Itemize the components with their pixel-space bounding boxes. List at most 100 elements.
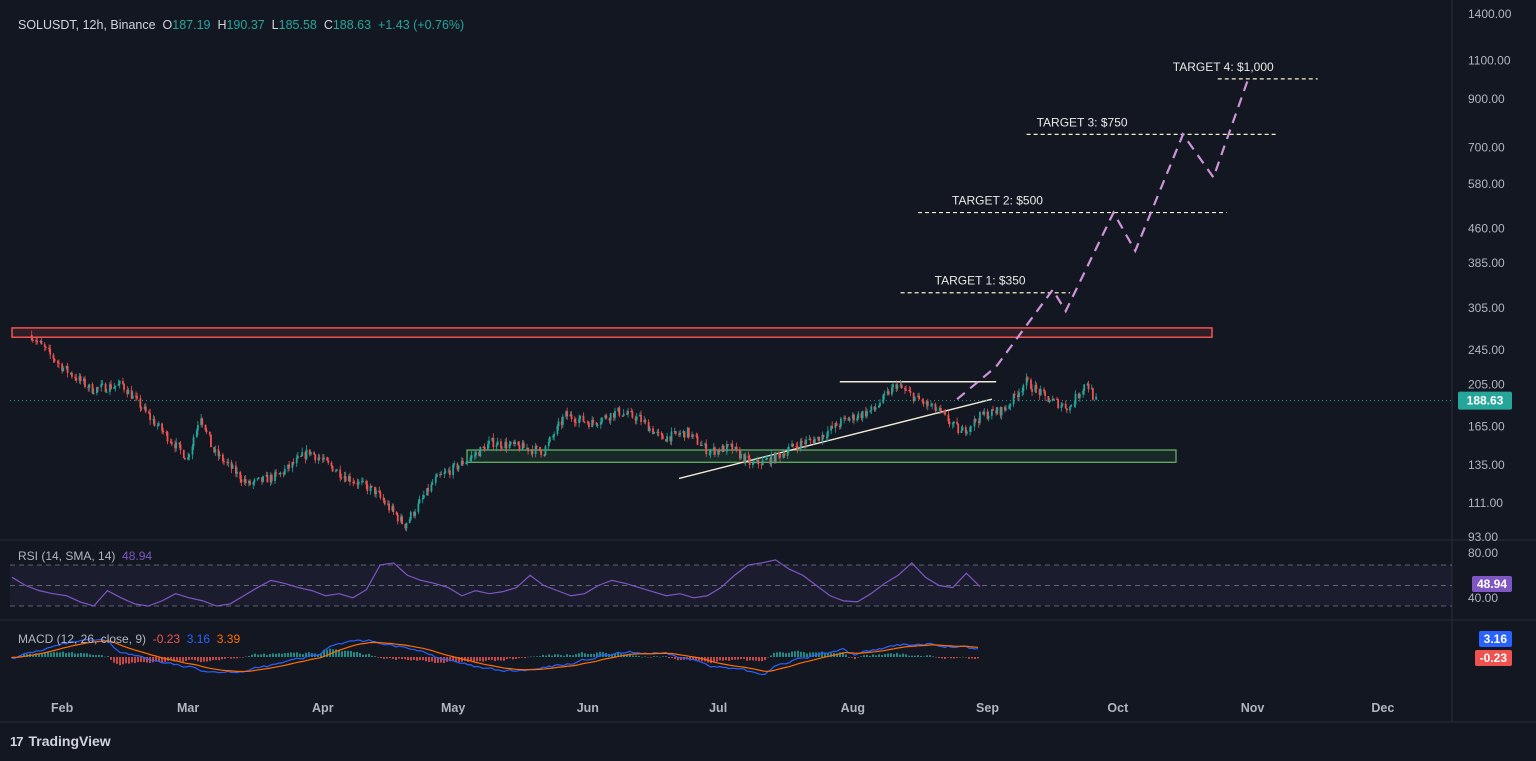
candle-body: [362, 480, 364, 482]
candle-body: [248, 481, 250, 484]
candle-body: [983, 411, 986, 415]
candle-body: [1086, 383, 1089, 385]
macd-histogram-bar: [899, 654, 901, 657]
candle-body: [161, 423, 163, 431]
macd-histogram-bar: [965, 657, 967, 658]
macd-histogram-bar: [932, 656, 934, 657]
candle-body: [687, 427, 690, 438]
candle-body: [84, 378, 86, 387]
candle-body: [1074, 393, 1077, 405]
candle-body: [644, 420, 647, 422]
candle-body: [999, 407, 1002, 416]
macd-histogram-bar: [236, 657, 238, 659]
macd-signal-value: 3.16: [186, 632, 211, 646]
macd-histogram-bar: [44, 653, 46, 657]
macd-histogram-bar: [302, 654, 304, 657]
macd-histogram-bar: [581, 652, 583, 657]
candle-body: [179, 444, 182, 451]
macd-histogram-bar: [71, 652, 73, 657]
macd-histogram-bar: [341, 651, 343, 657]
macd-histogram-bar: [821, 651, 823, 657]
macd-badge: -0.23: [1474, 650, 1512, 666]
candle-body: [895, 384, 898, 389]
macd-histogram-bar: [335, 649, 337, 657]
candle-body: [230, 462, 233, 469]
macd-histogram-bar: [146, 657, 148, 663]
macd-histogram-bar: [455, 657, 457, 662]
candle-body: [92, 393, 95, 395]
candle-body: [921, 399, 924, 402]
macd-histogram-bar: [374, 656, 376, 657]
candle-body: [756, 460, 759, 463]
candle-body: [369, 485, 372, 491]
macd-histogram-bar: [926, 655, 928, 657]
candle-body: [631, 411, 634, 418]
macd-histogram-bar: [689, 657, 691, 661]
candle-body: [182, 450, 185, 458]
candle-body: [738, 449, 741, 459]
macd-histogram-bar: [773, 652, 775, 657]
price-tick-label: 1100.00: [1468, 54, 1511, 68]
candle-body: [383, 500, 386, 505]
macd-histogram-bar: [410, 657, 412, 661]
macd-histogram-bar: [239, 657, 241, 658]
candle-body: [821, 434, 824, 441]
candle-body: [166, 432, 169, 442]
candle-body: [370, 485, 373, 487]
candle-body: [53, 358, 56, 362]
candle-body: [970, 426, 973, 428]
candle-body: [339, 469, 342, 478]
macd-histogram-bar: [809, 652, 811, 657]
tradingview-logo[interactable]: 17 TradingView: [10, 733, 111, 749]
macd-histogram-bar: [68, 652, 70, 657]
candle-body: [400, 516, 402, 522]
macd-histogram-bar: [797, 650, 799, 657]
candle-body: [334, 470, 337, 472]
candle-body: [479, 446, 482, 457]
candle-body: [557, 421, 560, 427]
candle-body: [1057, 399, 1060, 408]
candle-body: [1090, 388, 1093, 390]
candle-body: [214, 449, 217, 453]
candle-body: [930, 405, 932, 407]
macd-histogram-bar: [551, 655, 553, 657]
candle-body: [469, 458, 472, 461]
candle-body: [226, 461, 229, 463]
candle-body: [874, 407, 877, 410]
candle-body: [221, 454, 224, 462]
macd-histogram-bar: [890, 653, 892, 657]
price-tick-label: 460.00: [1468, 222, 1505, 236]
candle-body: [926, 401, 929, 406]
macd-histogram-bar: [974, 657, 976, 660]
candle-body: [595, 422, 598, 425]
candle-body: [340, 477, 343, 479]
candle-body: [778, 452, 780, 455]
macd-legend[interactable]: MACD (12, 26, close, 9) -0.23 3.16 3.39: [18, 632, 240, 646]
macd-histogram-bar: [722, 657, 724, 661]
candle-body: [935, 410, 938, 412]
candle-body: [101, 383, 104, 385]
candle-body: [123, 383, 125, 390]
symbol-label[interactable]: SOLUSDT, 12h, Binance: [18, 18, 156, 32]
macd-histogram-bar: [848, 657, 850, 658]
macd-histogram-bar: [587, 654, 589, 657]
open-label: O: [162, 18, 173, 32]
candle-body: [964, 427, 967, 434]
macd-histogram-bar: [971, 657, 973, 659]
candle-body: [44, 346, 47, 348]
macd-histogram-bar: [752, 657, 754, 661]
candle-body: [770, 454, 773, 465]
candle-body: [952, 421, 955, 424]
rsi-legend[interactable]: RSI (14, SMA, 14) 48.94: [18, 549, 152, 563]
candle-body: [591, 420, 594, 428]
rsi-axis-tick: 80.00: [1468, 546, 1498, 560]
macd-histogram-bar: [329, 648, 331, 657]
candle-body: [922, 401, 925, 405]
macd-histogram-bar: [260, 654, 262, 657]
candle-body: [605, 415, 608, 419]
candle-body: [65, 365, 68, 369]
candle-body: [882, 395, 885, 403]
candle-body: [526, 447, 528, 449]
candle-body: [569, 414, 572, 417]
